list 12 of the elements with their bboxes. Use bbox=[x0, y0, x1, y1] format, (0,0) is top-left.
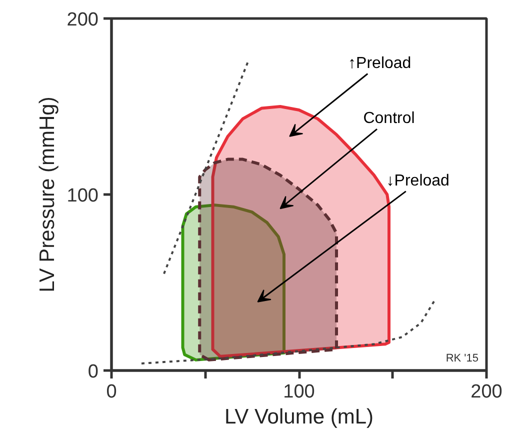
x-tick-label: 200 bbox=[470, 382, 502, 402]
y-axis-title: LV Pressure (mmHg) bbox=[36, 96, 59, 292]
y-tick-label: 200 bbox=[66, 10, 98, 30]
x-tick-label: 0 bbox=[106, 382, 117, 402]
annotation: ↓Preload bbox=[386, 172, 450, 190]
y-tick-label: 100 bbox=[66, 186, 98, 206]
x-tick-label: 100 bbox=[283, 382, 315, 402]
y-tick-label: 0 bbox=[88, 362, 99, 382]
annotation: Control bbox=[363, 110, 415, 128]
annotation: ↑Preload bbox=[348, 54, 412, 72]
x-axis-title: LV Volume (mL) bbox=[224, 406, 374, 428]
annotation: RK '15 bbox=[446, 352, 479, 364]
